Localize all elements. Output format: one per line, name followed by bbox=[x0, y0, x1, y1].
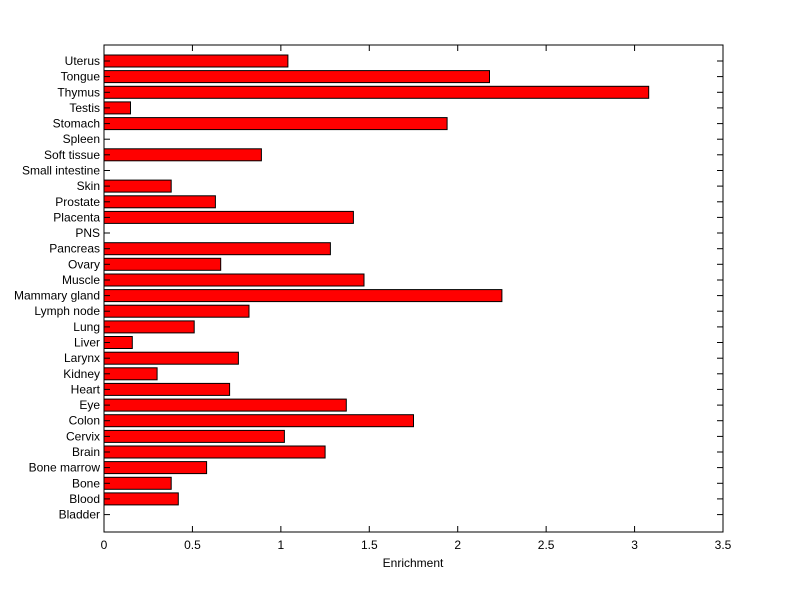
y-tick-label: Skin bbox=[77, 179, 100, 193]
bar-prostate bbox=[103, 195, 216, 209]
y-tick-label: Larynx bbox=[64, 351, 100, 365]
y-tick-label: Prostate bbox=[55, 195, 100, 209]
plot-area-frame bbox=[103, 44, 724, 533]
x-axis-label: Enrichment bbox=[383, 556, 444, 570]
bar-colon bbox=[103, 414, 414, 428]
x-tick-label: 1.5 bbox=[361, 538, 378, 552]
bar-cervix bbox=[103, 429, 285, 443]
bar-brain bbox=[103, 445, 326, 459]
x-tick-label: 3 bbox=[631, 538, 638, 552]
x-tick-label: 3.5 bbox=[715, 538, 732, 552]
y-tick-label: Liver bbox=[74, 336, 100, 350]
y-tick-label: Uterus bbox=[65, 54, 100, 68]
y-tick-label: Cervix bbox=[66, 429, 100, 443]
x-tick-label: 0 bbox=[101, 538, 108, 552]
bar-uterus bbox=[103, 54, 289, 68]
y-tick-label: Tongue bbox=[61, 70, 101, 84]
bar-skin bbox=[103, 179, 172, 193]
x-tick-label: 1 bbox=[278, 538, 285, 552]
y-tick-label: Bone marrow bbox=[29, 461, 101, 475]
bar-lung bbox=[103, 320, 195, 334]
y-tick-label: Testis bbox=[69, 101, 100, 115]
y-tick-label: Muscle bbox=[62, 273, 100, 287]
y-tick-label: Small intestine bbox=[22, 164, 100, 178]
x-tick-label: 2.5 bbox=[538, 538, 555, 552]
y-tick-label: Lymph node bbox=[34, 304, 100, 318]
y-tick-label: Placenta bbox=[53, 210, 100, 224]
bar-bone bbox=[103, 476, 172, 490]
y-tick-label: Thymus bbox=[57, 85, 100, 99]
bar-larynx bbox=[103, 351, 239, 365]
y-tick-label: Bone bbox=[72, 476, 100, 490]
bar-muscle bbox=[103, 273, 365, 287]
bar-placenta bbox=[103, 210, 354, 224]
y-tick-label: Pancreas bbox=[49, 242, 100, 256]
y-tick-label: Spleen bbox=[63, 132, 100, 146]
bars-group bbox=[103, 54, 650, 506]
y-tick-label: Ovary bbox=[68, 257, 100, 271]
bar-soft-tissue bbox=[103, 148, 262, 162]
bar-stomach bbox=[103, 117, 448, 131]
bar-lymph-node bbox=[103, 304, 250, 318]
y-tick-label: Mammary gland bbox=[14, 289, 100, 303]
y-tick-label: Heart bbox=[71, 382, 101, 396]
y-tick-label: Bladder bbox=[59, 508, 100, 522]
bar-mammary-gland bbox=[103, 289, 503, 303]
x-axis: 0 0.5 1 1.5 2 2.5 3 3.5 bbox=[101, 45, 732, 552]
y-tick-label: Brain bbox=[72, 445, 100, 459]
bar-heart bbox=[103, 382, 231, 396]
y-tick-label: Soft tissue bbox=[44, 148, 100, 162]
y-tick-label: Lung bbox=[73, 320, 100, 334]
bar-blood bbox=[103, 492, 179, 506]
x-tick-label: 0.5 bbox=[184, 538, 201, 552]
bar-eye bbox=[103, 398, 347, 412]
y-tick-label: Eye bbox=[79, 398, 100, 412]
bar-thymus bbox=[103, 85, 650, 99]
y-tick-label: Colon bbox=[69, 414, 100, 428]
y-tick-label: Kidney bbox=[63, 367, 100, 381]
y-tick-label: Blood bbox=[69, 492, 100, 506]
y-tick-label: Stomach bbox=[53, 117, 100, 131]
x-tick-label: 2 bbox=[454, 538, 461, 552]
bar-ovary bbox=[103, 257, 222, 271]
bar-pancreas bbox=[103, 242, 331, 256]
bar-kidney bbox=[103, 367, 158, 381]
bar-tongue bbox=[103, 70, 490, 84]
y-tick-label: PNS bbox=[75, 226, 100, 240]
bar-bone-marrow bbox=[103, 461, 208, 475]
